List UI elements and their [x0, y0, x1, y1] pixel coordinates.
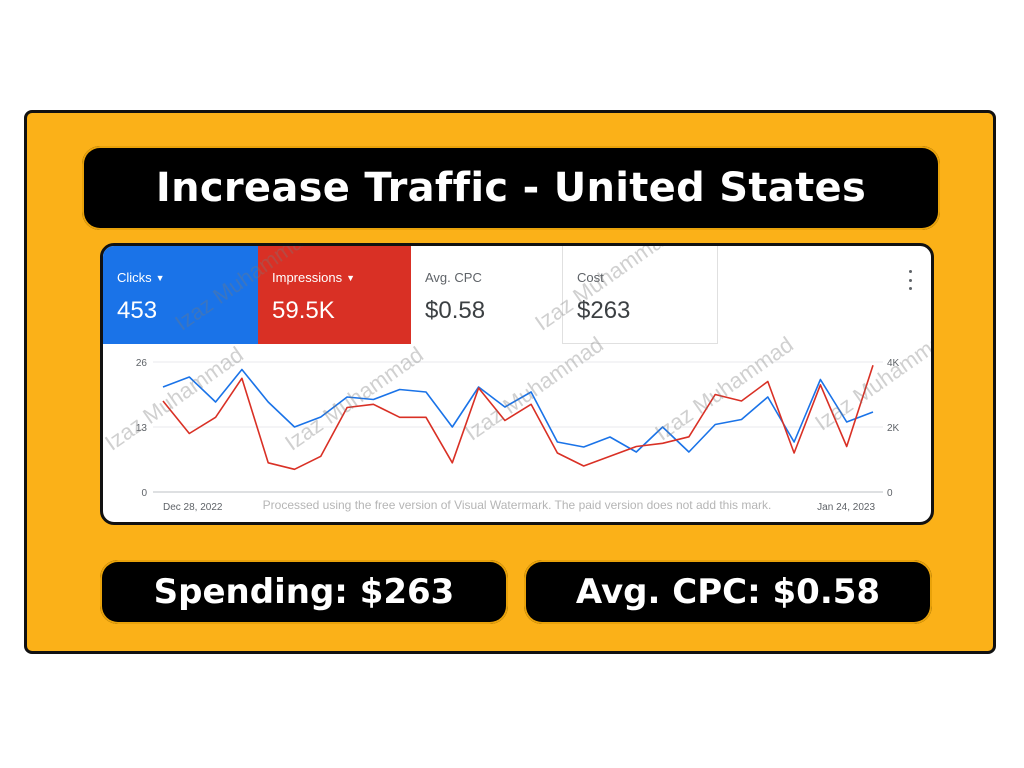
card-frame: Increase Traffic - United States Clicks … [24, 110, 996, 654]
metric-tile-cost[interactable]: Cost $263 [563, 246, 718, 344]
watermark-notice: Processed using the free version of Visu… [262, 498, 772, 512]
metric-label-impressions: Impressions [272, 270, 343, 285]
spending-badge: Spending: $263 [100, 560, 508, 624]
caret-down-icon[interactable]: ▼ [155, 272, 165, 283]
metric-tile-clicks[interactable]: Clicks ▼ 453 [103, 246, 258, 344]
metric-tile-avg-cpc[interactable]: Avg. CPC $0.58 [411, 246, 563, 344]
y-left-tick-label: 13 [136, 423, 148, 434]
metric-tile-impressions[interactable]: Impressions ▼ 59.5K [258, 246, 411, 344]
y-right-tick-label: 2K [887, 423, 900, 434]
y-left-tick-label: 26 [136, 358, 148, 369]
metric-label-clicks: Clicks [117, 270, 152, 285]
performance-line-chart: 0 13 26 0 2K 4K Dec 28, 2022 Jan 24, 2023 [136, 358, 900, 513]
page-title: Increase Traffic - United States [82, 146, 940, 230]
more-vert-icon[interactable] [905, 270, 915, 290]
x-tick-label: Jan 24, 2023 [817, 502, 875, 513]
metric-value-avg-cpc: $0.58 [425, 297, 486, 324]
y-right-tick-label: 0 [887, 488, 893, 499]
metric-value-clicks: 453 [117, 297, 158, 324]
series-line-clicks [162, 368, 874, 453]
metric-label-avg-cpc: Avg. CPC [425, 270, 482, 285]
metric-value-cost: $263 [577, 297, 631, 324]
series-line-impressions [162, 365, 874, 471]
caret-down-icon[interactable]: ▼ [346, 272, 355, 283]
avg-cpc-badge: Avg. CPC: $0.58 [524, 560, 932, 624]
metric-value-impressions: 59.5K [272, 297, 335, 324]
x-tick-label: Dec 28, 2022 [163, 502, 223, 513]
y-left-tick-label: 0 [141, 488, 147, 499]
metric-label-cost: Cost [577, 270, 604, 285]
y-right-tick-label: 4K [887, 358, 900, 369]
google-ads-performance-panel: Clicks ▼ 453 Impressions ▼ 59.5K Avg. CP… [100, 243, 934, 525]
